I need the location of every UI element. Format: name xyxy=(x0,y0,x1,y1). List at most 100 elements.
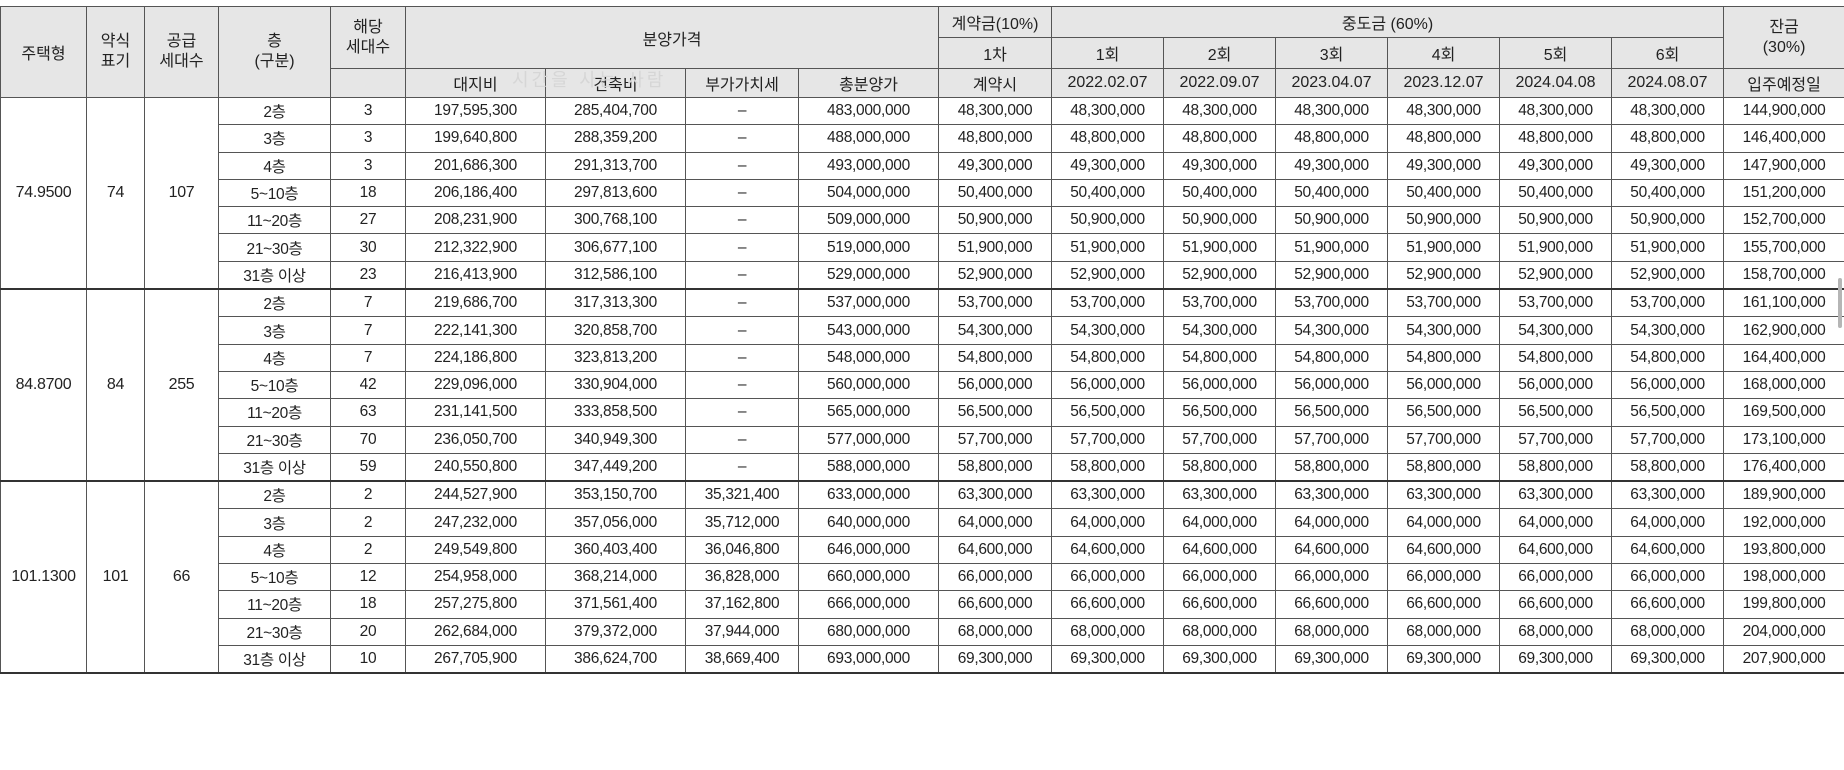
header-installment-2: 2회 xyxy=(1163,37,1277,69)
installment-2-cell: 51,900,000 xyxy=(1163,233,1277,262)
total-price-cell: 588,000,000 xyxy=(797,452,940,483)
installment-6-cell: 49,300,000 xyxy=(1611,151,1725,180)
installment-5-cell: 50,900,000 xyxy=(1499,206,1613,235)
build-cost-cell: 353,150,700 xyxy=(545,480,686,510)
installment-1-cell: 63,300,000 xyxy=(1051,480,1165,510)
build-cost-cell: 357,056,000 xyxy=(545,508,686,537)
sale-price-table: 주택형 약식 표기 공급 세대수 층 (구분) 해당 세대수 분양가격 계약금(… xyxy=(0,6,1844,675)
balance-cell: 155,700,000 xyxy=(1723,233,1844,262)
build-cost-cell: 368,214,000 xyxy=(545,563,686,592)
installment-1-cell: 66,000,000 xyxy=(1051,563,1165,592)
installment-4-cell: 52,900,000 xyxy=(1387,260,1501,291)
units-cell: 2 xyxy=(330,535,406,565)
installment-6-cell: 63,300,000 xyxy=(1611,480,1725,510)
table-header: 주택형 약식 표기 공급 세대수 층 (구분) 해당 세대수 분양가격 계약금(… xyxy=(0,6,1844,98)
balance-cell: 176,400,000 xyxy=(1723,452,1844,483)
build-cost-cell: 312,586,100 xyxy=(545,260,686,291)
header-installment-1-date: 2022.02.07 xyxy=(1051,68,1165,98)
units-cell: 20 xyxy=(330,617,406,646)
land-cost-cell: 257,275,800 xyxy=(405,590,546,619)
units-cell: 63 xyxy=(330,398,406,427)
land-cost-cell: 231,141,500 xyxy=(405,398,546,427)
units-cell: 3 xyxy=(330,151,406,180)
balance-cell: 199,800,000 xyxy=(1723,590,1844,619)
floor-cell: 3층 xyxy=(218,508,331,537)
scrollbar-thumb[interactable] xyxy=(1838,278,1842,328)
header-installment-5: 5회 xyxy=(1499,37,1613,69)
units-cell: 10 xyxy=(330,644,406,675)
balance-cell: 168,000,000 xyxy=(1723,370,1844,400)
installment-4-cell: 68,000,000 xyxy=(1387,617,1501,646)
floor-cell: 5~10층 xyxy=(218,563,331,592)
total-price-cell: 537,000,000 xyxy=(797,288,940,318)
land-cost-cell: 197,595,300 xyxy=(405,96,546,126)
table-row: 4층 2 249,549,800 360,403,400 36,046,800 646,0… xyxy=(1,535,1844,565)
build-cost-cell: 300,768,100 xyxy=(545,206,686,235)
balance-cell: 173,100,000 xyxy=(1723,425,1844,454)
total-price-cell: 565,000,000 xyxy=(797,398,940,427)
installment-2-cell: 50,900,000 xyxy=(1163,206,1277,235)
floor-cell: 11~20층 xyxy=(218,590,331,619)
installment-3-cell: 57,700,000 xyxy=(1275,425,1389,454)
table-row: 4층 3 201,686,300 291,313,700–493,000,000 49,… xyxy=(1,151,1844,180)
total-price-cell: 483,000,000 xyxy=(797,96,940,126)
installment-4-cell: 48,800,000 xyxy=(1387,124,1501,153)
installment-4-cell: 49,300,000 xyxy=(1387,151,1501,180)
installment-6-cell: 57,700,000 xyxy=(1611,425,1725,454)
total-price-cell: 640,000,000 xyxy=(797,508,940,537)
floor-cell: 31층 이상 xyxy=(218,644,331,675)
installment-6-cell: 50,900,000 xyxy=(1611,206,1725,235)
installment-3-cell: 48,800,000 xyxy=(1275,124,1389,153)
installment-6-cell: 64,000,000 xyxy=(1611,508,1725,537)
units-cell: 70 xyxy=(330,425,406,454)
table-row: 5~10층 18 206,186,400 297,813,600–504,000,00… xyxy=(1,178,1844,208)
total-price-cell: 633,000,000 xyxy=(797,480,940,510)
installment-3-cell: 56,500,000 xyxy=(1275,398,1389,427)
floor-cell: 31층 이상 xyxy=(218,260,331,291)
contract-cell: 58,800,000 xyxy=(938,452,1053,483)
header-installment-4: 4회 xyxy=(1387,37,1501,69)
installment-3-cell: 64,600,000 xyxy=(1275,535,1389,565)
land-cost-cell: 244,527,900 xyxy=(405,480,546,510)
contract-cell: 49,300,000 xyxy=(938,151,1053,180)
land-cost-cell: 212,322,900 xyxy=(405,233,546,262)
units-cell: 30 xyxy=(330,233,406,262)
table-row: 5~10층 12 254,958,000 368,214,000 36,828,000 6… xyxy=(1,563,1844,592)
installment-6-cell: 64,600,000 xyxy=(1611,535,1725,565)
installment-3-cell: 53,700,000 xyxy=(1275,288,1389,318)
installment-4-cell: 58,800,000 xyxy=(1387,452,1501,483)
total-price-cell: 560,000,000 xyxy=(797,370,940,400)
installment-1-cell: 52,900,000 xyxy=(1051,260,1165,291)
total-price-cell: 529,000,000 xyxy=(797,260,940,291)
installment-3-cell: 66,600,000 xyxy=(1275,590,1389,619)
table-row: 3층 7 222,141,300 320,858,700–543,000,000 54,… xyxy=(1,316,1844,345)
vat-cell: 37,162,800 xyxy=(685,590,799,619)
header-land-cost: 대지비 xyxy=(405,68,546,98)
total-price-cell: 509,000,000 xyxy=(797,206,940,235)
installment-5-cell: 68,000,000 xyxy=(1499,617,1613,646)
unit-type-cell: 101.1300 xyxy=(0,480,87,675)
floor-cell: 5~10층 xyxy=(218,178,331,208)
installment-5-cell: 69,300,000 xyxy=(1499,644,1613,675)
balance-cell: 161,100,000 xyxy=(1723,288,1844,318)
installment-5-cell: 48,300,000 xyxy=(1499,96,1613,126)
build-cost-cell: 306,677,100 xyxy=(545,233,686,262)
balance-cell: 158,700,000 xyxy=(1723,260,1844,291)
installment-1-cell: 48,300,000 xyxy=(1051,96,1165,126)
vat-cell: – xyxy=(685,233,799,262)
land-cost-cell: 216,413,900 xyxy=(405,260,546,291)
installment-1-cell: 56,000,000 xyxy=(1051,370,1165,400)
installment-2-cell: 69,300,000 xyxy=(1163,644,1277,675)
installment-3-cell: 58,800,000 xyxy=(1275,452,1389,483)
balance-cell: 147,900,000 xyxy=(1723,151,1844,180)
balance-cell: 151,200,000 xyxy=(1723,178,1844,208)
installment-4-cell: 50,900,000 xyxy=(1387,206,1501,235)
installment-6-cell: 52,900,000 xyxy=(1611,260,1725,291)
contract-cell: 52,900,000 xyxy=(938,260,1053,291)
balance-cell: 207,900,000 xyxy=(1723,644,1844,675)
vat-cell: 36,046,800 xyxy=(685,535,799,565)
supply-cell: 66 xyxy=(144,480,219,675)
build-cost-cell: 323,813,200 xyxy=(545,343,686,372)
units-cell: 18 xyxy=(330,590,406,619)
build-cost-cell: 297,813,600 xyxy=(545,178,686,208)
